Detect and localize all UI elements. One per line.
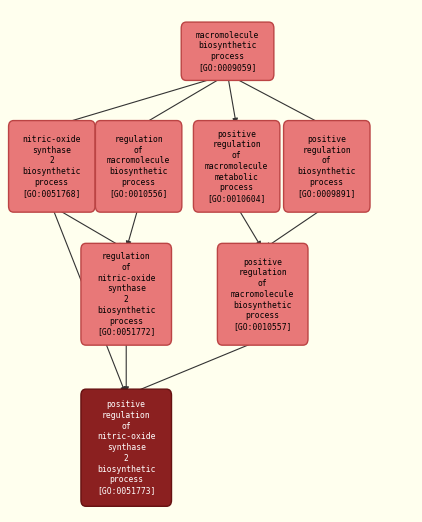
FancyBboxPatch shape — [81, 243, 171, 345]
FancyBboxPatch shape — [217, 243, 308, 345]
Text: regulation
of
macromolecule
biosynthetic
process
[GO:0010556]: regulation of macromolecule biosynthetic… — [107, 135, 170, 198]
Text: macromolecule
biosynthetic
process
[GO:0009059]: macromolecule biosynthetic process [GO:0… — [196, 31, 259, 72]
Text: positive
regulation
of
nitric-oxide
synthase
2
biosynthetic
process
[GO:0051773]: positive regulation of nitric-oxide synt… — [97, 400, 155, 495]
Text: regulation
of
nitric-oxide
synthase
2
biosynthetic
process
[GO:0051772]: regulation of nitric-oxide synthase 2 bi… — [97, 252, 155, 336]
FancyBboxPatch shape — [193, 121, 280, 212]
FancyBboxPatch shape — [95, 121, 182, 212]
FancyBboxPatch shape — [181, 22, 274, 80]
Text: positive
regulation
of
biosynthetic
process
[GO:0009891]: positive regulation of biosynthetic proc… — [298, 135, 356, 198]
Text: nitric-oxide
synthase
2
biosynthetic
process
[GO:0051768]: nitric-oxide synthase 2 biosynthetic pro… — [22, 135, 81, 198]
FancyBboxPatch shape — [284, 121, 370, 212]
FancyBboxPatch shape — [8, 121, 95, 212]
Text: positive
regulation
of
macromolecule
biosynthetic
process
[GO:0010557]: positive regulation of macromolecule bio… — [231, 257, 295, 331]
FancyBboxPatch shape — [81, 389, 171, 506]
Text: positive
regulation
of
macromolecule
metabolic
process
[GO:0010604]: positive regulation of macromolecule met… — [205, 129, 268, 203]
